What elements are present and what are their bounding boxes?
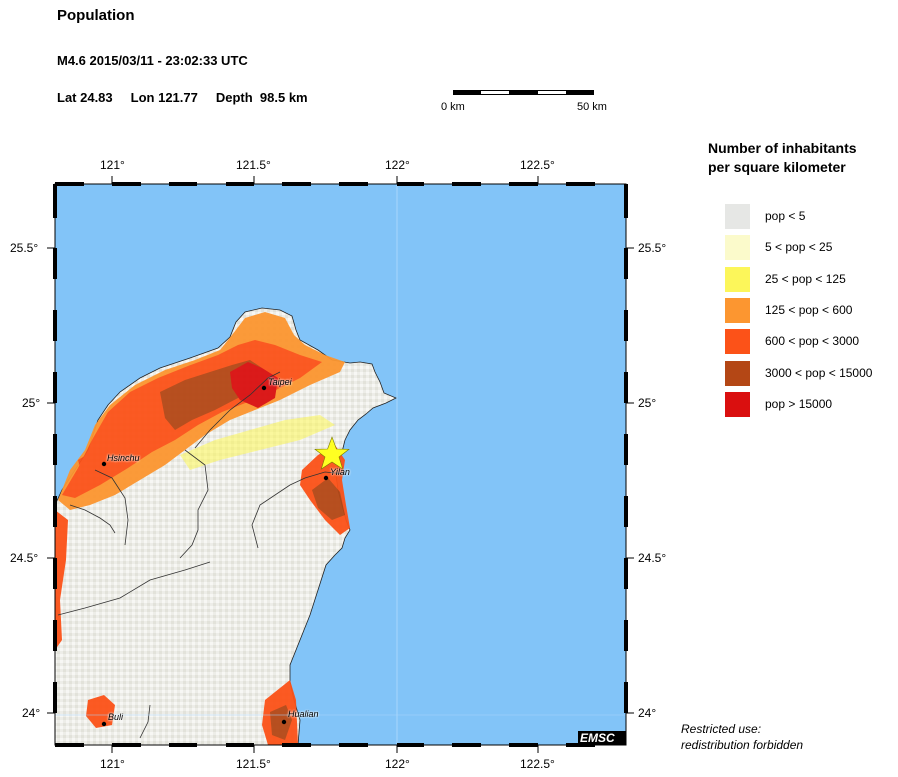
legend-label: 3000 < pop < 15000: [765, 366, 873, 380]
lon-label-bottom-122: 122°: [385, 757, 410, 771]
city-dot-buli: [101, 721, 107, 727]
admin-boundaries: [57, 371, 346, 739]
legend-label: pop > 15000: [765, 397, 833, 411]
lat-label-right-25: 25°: [638, 396, 657, 410]
lat-label-left-25: 25°: [22, 396, 41, 410]
frame-ticks: [53, 182, 628, 747]
city-label-buli: Buli: [108, 712, 124, 722]
map-title: Population: [57, 7, 135, 24]
scale-bar-end-label: 50 km: [577, 101, 607, 113]
event-lat: Lat 24.83: [57, 90, 113, 105]
lat-label-right-25-5: 25.5°: [638, 241, 667, 255]
city-markers: [101, 385, 329, 727]
lon-label-top-122-5: 122.5°: [520, 158, 555, 172]
legend-label: 125 < pop < 600: [765, 303, 853, 317]
restricted-use-notice: Restricted use: redistribution forbidden: [681, 721, 803, 753]
restricted-line2: redistribution forbidden: [681, 738, 804, 752]
lon-label-bottom-121: 121°: [100, 757, 125, 771]
legend-title-line1: Number of inhabitants: [708, 140, 857, 156]
legend-label: 600 < pop < 3000: [765, 334, 860, 348]
scale-bar-start-label: 0 km: [441, 101, 465, 113]
legend-swatch: [725, 361, 750, 386]
lat-label-right-24: 24°: [638, 706, 657, 720]
legend-label: 5 < pop < 25: [765, 240, 833, 254]
legend-label: 25 < pop < 125: [765, 272, 846, 286]
legend-swatch: [725, 329, 750, 354]
legend-swatch: [725, 204, 750, 229]
legend-title: Number of inhabitants per square kilomet…: [708, 139, 898, 177]
lon-label-top-121-5: 121.5°: [236, 158, 271, 172]
city-dot-taipei: [261, 385, 267, 391]
event-lon: Lon 121.77: [130, 90, 198, 105]
legend-swatch: [725, 267, 750, 292]
lat-label-left-25-5: 25.5°: [10, 241, 39, 255]
lat-label-left-24-5: 24.5°: [10, 551, 39, 565]
city-label-yilan: Yilan: [330, 467, 350, 477]
city-dot-yilan: [323, 475, 329, 481]
lon-label-bottom-122-5: 122.5°: [520, 757, 555, 771]
population-density-layer: [55, 312, 350, 745]
city-dot-hualian: [281, 719, 287, 725]
city-label-taipei: Taipei: [268, 377, 292, 387]
lat-label-right-24-5: 24.5°: [638, 551, 667, 565]
legend-label: pop < 5: [765, 209, 806, 223]
lon-label-top-121: 121°: [100, 158, 125, 172]
legend-swatch: [725, 235, 750, 260]
legend-title-line2: per square kilometer: [708, 159, 846, 175]
city-label-hualian: Hualian: [288, 709, 319, 719]
tick-marks: [47, 176, 634, 753]
legend-swatch: [725, 392, 750, 417]
legend-swatch: [725, 298, 750, 323]
event-depth: Depth 98.5 km: [215, 90, 308, 105]
lon-label-bottom-121-5: 121.5°: [236, 757, 271, 771]
event-location: Lat 24.83 Lon 121.77 Depth 98.5 km: [57, 90, 326, 105]
event-summary: M4.6 2015/03/11 - 23:02:33 UTC: [57, 53, 248, 68]
city-dot-hsinchu: [101, 461, 107, 467]
restricted-line1: Restricted use:: [681, 722, 762, 736]
lon-label-top-122: 122°: [385, 158, 410, 172]
epicenter-star-icon: [314, 436, 350, 470]
scale-bar: [453, 90, 594, 95]
city-label-hsinchu: Hsinchu: [107, 453, 140, 463]
lat-label-left-24: 24°: [22, 706, 41, 720]
emsc-logo: EMSC: [580, 731, 615, 745]
